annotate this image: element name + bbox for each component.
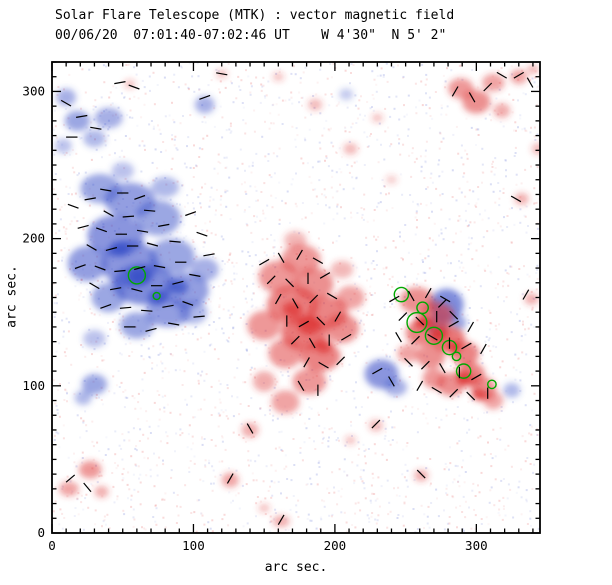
axes-layer: 0 100 200 300 0 100 200 300: [22, 61, 541, 553]
negative-polarity-layer: [54, 88, 521, 405]
tick-label: 300: [465, 538, 488, 553]
plot-subtitle: 00/06/20 07:01:40-07:02:46 UT W 4'30" N …: [55, 28, 447, 43]
tick-label: 300: [22, 83, 45, 98]
positive-polarity-layer: [59, 64, 540, 528]
tick-label: 0: [37, 525, 45, 540]
tick-label: 100: [22, 378, 45, 393]
tick-label: 0: [48, 538, 56, 553]
contour-layer: [127, 266, 497, 390]
tick-label: 100: [182, 538, 205, 553]
tick-label: 200: [22, 231, 45, 246]
tick-label: 200: [324, 538, 347, 553]
noise-layer: [52, 62, 540, 533]
vector-layer: [60, 71, 534, 526]
y-axis-label: arc sec.: [4, 265, 20, 328]
x-axis-label: arc sec.: [264, 560, 328, 575]
plot-title: Solar Flare Telescope (MTK) : vector mag…: [55, 8, 455, 23]
